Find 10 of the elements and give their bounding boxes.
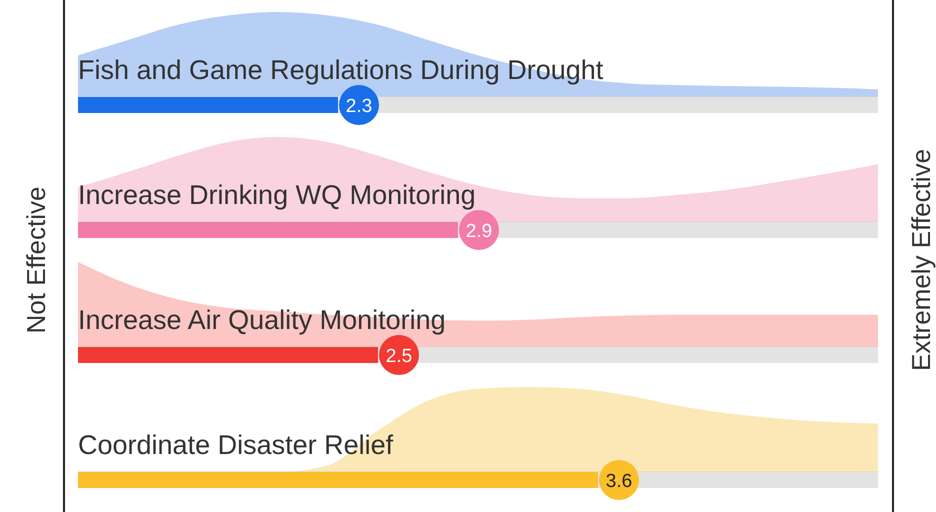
- data-label: 2.9: [466, 221, 492, 242]
- data-label: 2.3: [346, 96, 372, 117]
- text: Not Effective: [21, 186, 51, 334]
- y-tick-label: Coordinate Disaster Relief: [78, 430, 394, 460]
- text: Extremely Effective: [906, 148, 936, 372]
- y-tick-label: Fish and Game Regulations During Drought: [78, 55, 604, 85]
- data-label: 2.5: [386, 346, 412, 367]
- y-tick-label: Increase Drinking WQ Monitoring: [78, 180, 476, 210]
- y-tick-label: Increase Air Quality Monitoring: [78, 305, 446, 335]
- data-label: 3.6: [606, 471, 632, 492]
